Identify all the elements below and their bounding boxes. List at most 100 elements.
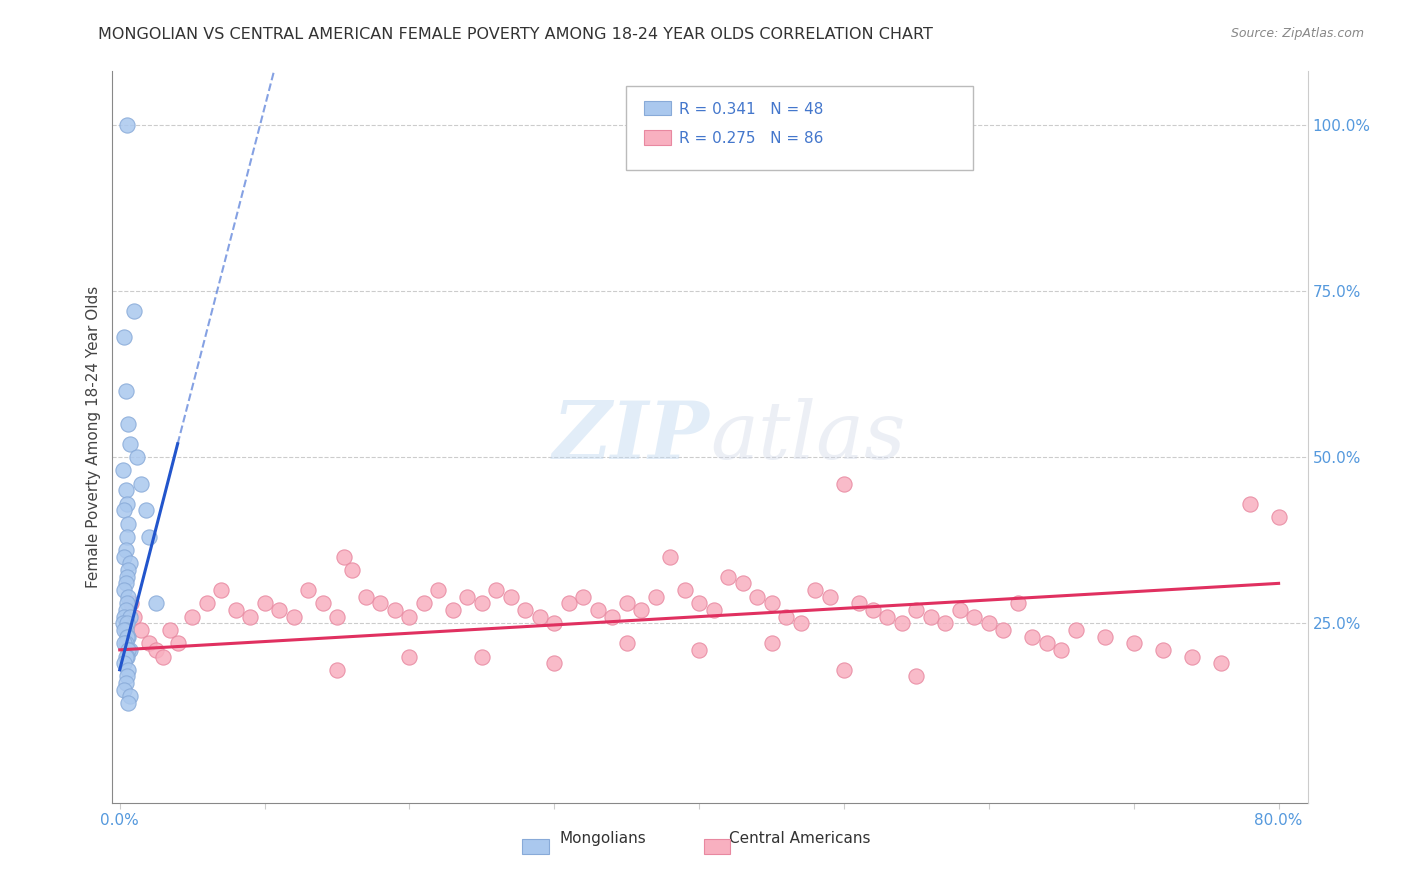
Point bbox=[181, 609, 204, 624]
Point bbox=[905, 603, 928, 617]
Point bbox=[115, 649, 138, 664]
Point bbox=[283, 609, 305, 624]
Point bbox=[115, 497, 138, 511]
Point bbox=[572, 590, 595, 604]
Point bbox=[644, 590, 666, 604]
Point bbox=[1152, 643, 1174, 657]
Bar bbox=[704, 839, 730, 854]
Point bbox=[131, 476, 153, 491]
Point bbox=[745, 590, 768, 604]
Point bbox=[920, 609, 942, 624]
Point bbox=[848, 596, 870, 610]
Point bbox=[441, 603, 464, 617]
Point bbox=[326, 609, 349, 624]
FancyBboxPatch shape bbox=[627, 86, 973, 170]
Point bbox=[1036, 636, 1059, 650]
Point bbox=[1267, 509, 1289, 524]
Point bbox=[195, 596, 218, 610]
Point bbox=[354, 590, 377, 604]
Point bbox=[114, 543, 136, 558]
Y-axis label: Female Poverty Among 18-24 Year Olds: Female Poverty Among 18-24 Year Olds bbox=[86, 286, 101, 588]
Point bbox=[115, 669, 138, 683]
Point bbox=[586, 603, 609, 617]
Point bbox=[135, 503, 157, 517]
Text: atlas: atlas bbox=[710, 399, 905, 475]
Point bbox=[145, 596, 167, 610]
Point bbox=[115, 118, 138, 132]
Point bbox=[112, 682, 135, 697]
Point bbox=[145, 643, 167, 657]
Point bbox=[117, 630, 139, 644]
Point bbox=[117, 563, 139, 577]
Point bbox=[112, 503, 135, 517]
Point bbox=[114, 636, 136, 650]
Bar bbox=[523, 839, 548, 854]
Point bbox=[398, 609, 420, 624]
Point bbox=[413, 596, 436, 610]
Point bbox=[1181, 649, 1204, 664]
Point bbox=[558, 596, 581, 610]
Point bbox=[934, 616, 956, 631]
Point bbox=[114, 483, 136, 498]
Point bbox=[543, 616, 565, 631]
Point bbox=[471, 596, 494, 610]
Point bbox=[117, 643, 139, 657]
Point bbox=[1122, 636, 1144, 650]
Point bbox=[118, 436, 141, 450]
Point bbox=[225, 603, 247, 617]
Point bbox=[117, 663, 139, 677]
Point bbox=[1209, 656, 1232, 670]
Point bbox=[115, 530, 138, 544]
Point bbox=[818, 590, 841, 604]
Text: R = 0.341   N = 48: R = 0.341 N = 48 bbox=[679, 102, 824, 117]
Point bbox=[1050, 643, 1073, 657]
Point bbox=[111, 463, 134, 477]
Point bbox=[600, 609, 623, 624]
Point bbox=[370, 596, 392, 610]
Point bbox=[253, 596, 276, 610]
Point bbox=[112, 582, 135, 597]
Text: ZIP: ZIP bbox=[553, 399, 710, 475]
Point bbox=[115, 630, 138, 644]
Point bbox=[529, 609, 551, 624]
Point bbox=[905, 669, 928, 683]
Point bbox=[731, 576, 754, 591]
Point bbox=[891, 616, 914, 631]
Point bbox=[832, 476, 855, 491]
Point bbox=[1064, 623, 1087, 637]
Point bbox=[114, 384, 136, 398]
Point bbox=[876, 609, 898, 624]
Point bbox=[297, 582, 319, 597]
Text: R = 0.275   N = 86: R = 0.275 N = 86 bbox=[679, 131, 824, 146]
Bar bbox=[644, 101, 671, 115]
Point bbox=[114, 676, 136, 690]
Point bbox=[761, 596, 783, 610]
Point bbox=[398, 649, 420, 664]
Point bbox=[326, 663, 349, 677]
Point bbox=[118, 690, 141, 704]
Point bbox=[862, 603, 884, 617]
Point bbox=[114, 623, 136, 637]
Point bbox=[239, 609, 262, 624]
Point bbox=[1094, 630, 1116, 644]
Point bbox=[963, 609, 986, 624]
Point bbox=[775, 609, 797, 624]
Point bbox=[117, 516, 139, 531]
Point bbox=[688, 596, 710, 610]
Text: MONGOLIAN VS CENTRAL AMERICAN FEMALE POVERTY AMONG 18-24 YEAR OLDS CORRELATION C: MONGOLIAN VS CENTRAL AMERICAN FEMALE POV… bbox=[98, 27, 934, 42]
Point bbox=[1239, 497, 1261, 511]
Point bbox=[117, 417, 139, 431]
Point bbox=[616, 636, 638, 650]
Point bbox=[1021, 630, 1043, 644]
Point bbox=[333, 549, 356, 564]
Point bbox=[761, 636, 783, 650]
Point bbox=[118, 643, 141, 657]
Point bbox=[138, 530, 160, 544]
Point bbox=[122, 303, 145, 318]
Point bbox=[499, 590, 522, 604]
Point bbox=[340, 563, 363, 577]
Point bbox=[115, 616, 138, 631]
Point bbox=[471, 649, 494, 664]
Point bbox=[515, 603, 537, 617]
Point bbox=[115, 570, 138, 584]
